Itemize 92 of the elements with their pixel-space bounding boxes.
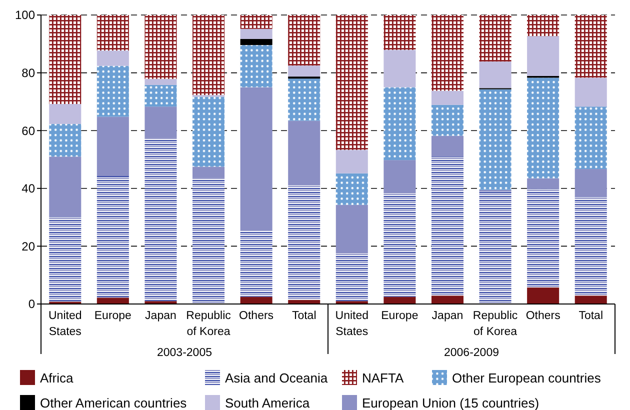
bar [479,62,512,88]
bar [431,90,464,105]
bar [336,173,368,205]
bar [96,50,129,66]
bar [288,15,320,66]
bar [479,15,512,62]
bar [96,116,129,176]
bar [574,169,607,197]
bar [574,15,607,78]
bar [574,106,607,170]
y-tick-label: 20 [22,239,36,254]
bar [336,204,368,254]
legend-label: NAFTA [362,370,404,386]
legend-label: South America [225,396,310,410]
legend-label: Other American countries [40,396,188,410]
bar [431,156,464,296]
x-tick-label: Japan [145,310,176,322]
bar [96,176,129,298]
x-tick-label: Europe [381,310,418,322]
bar [240,296,272,304]
text: 2003-2005 [157,347,212,359]
y-tick-label: 100 [14,8,36,22]
bar [240,87,272,231]
bar [240,230,272,297]
x-tick-label: Europe [94,310,132,322]
bar [96,15,129,51]
bar [384,296,416,304]
bar [527,15,560,36]
bar [49,104,82,124]
bar [431,104,464,136]
y-tick-label: 40 [22,182,36,196]
bar [431,136,464,157]
bar [288,120,320,186]
x-tick-label: Others [526,310,561,322]
bar [479,192,512,304]
bar [431,15,464,91]
bar [49,216,82,302]
text: 2006-2009 [444,347,499,359]
bar [384,160,416,194]
bar [336,15,368,150]
bar [574,296,607,304]
bar [574,196,607,296]
x-tick-label: United States [335,310,369,338]
bar [144,78,177,85]
bar [192,15,225,96]
x-tick-label: Republic of Korea [186,310,232,338]
bar [527,78,560,178]
bar [288,185,320,300]
bar [144,84,177,107]
bar [527,188,560,288]
legend-label: Asia and Oceania [225,370,328,386]
y-tick-label: 60 [22,124,36,138]
x-tick-label: Total [292,310,316,322]
bar [144,15,177,79]
bar [527,288,560,304]
bar [96,66,129,117]
bar [336,150,368,174]
x-tick-label: United States [48,310,82,338]
bar [288,66,320,77]
bar [384,193,416,297]
bar [240,45,272,88]
bar [192,166,225,178]
x-tick-label: Total [578,310,604,322]
x-tick-label: Republic of Korea [472,310,518,338]
bar [384,50,416,88]
bar [144,138,177,302]
legend-label: Africa [40,370,74,386]
bar [288,78,320,121]
legend-label: European Union (15 countries) [362,396,540,410]
bar [527,178,560,189]
bar [49,15,82,104]
bar [240,28,272,39]
bar [384,87,416,160]
bar [192,96,225,167]
bar [96,298,129,304]
legend-label: Other European countries [452,370,602,386]
bar [336,253,368,302]
bar [527,36,560,76]
y-tick-label: 0 [28,297,36,312]
bar [431,296,464,304]
bar [240,38,272,46]
bar [479,89,512,190]
x-tick-label: Others [239,310,274,322]
bar [49,156,82,217]
bar [49,124,82,157]
bar [384,15,416,50]
bar [240,15,272,29]
bar [192,178,225,304]
bar [144,106,177,138]
x-tick-label: Japan [432,310,464,322]
y-tick-label: 80 [22,66,36,80]
bar [574,78,607,107]
